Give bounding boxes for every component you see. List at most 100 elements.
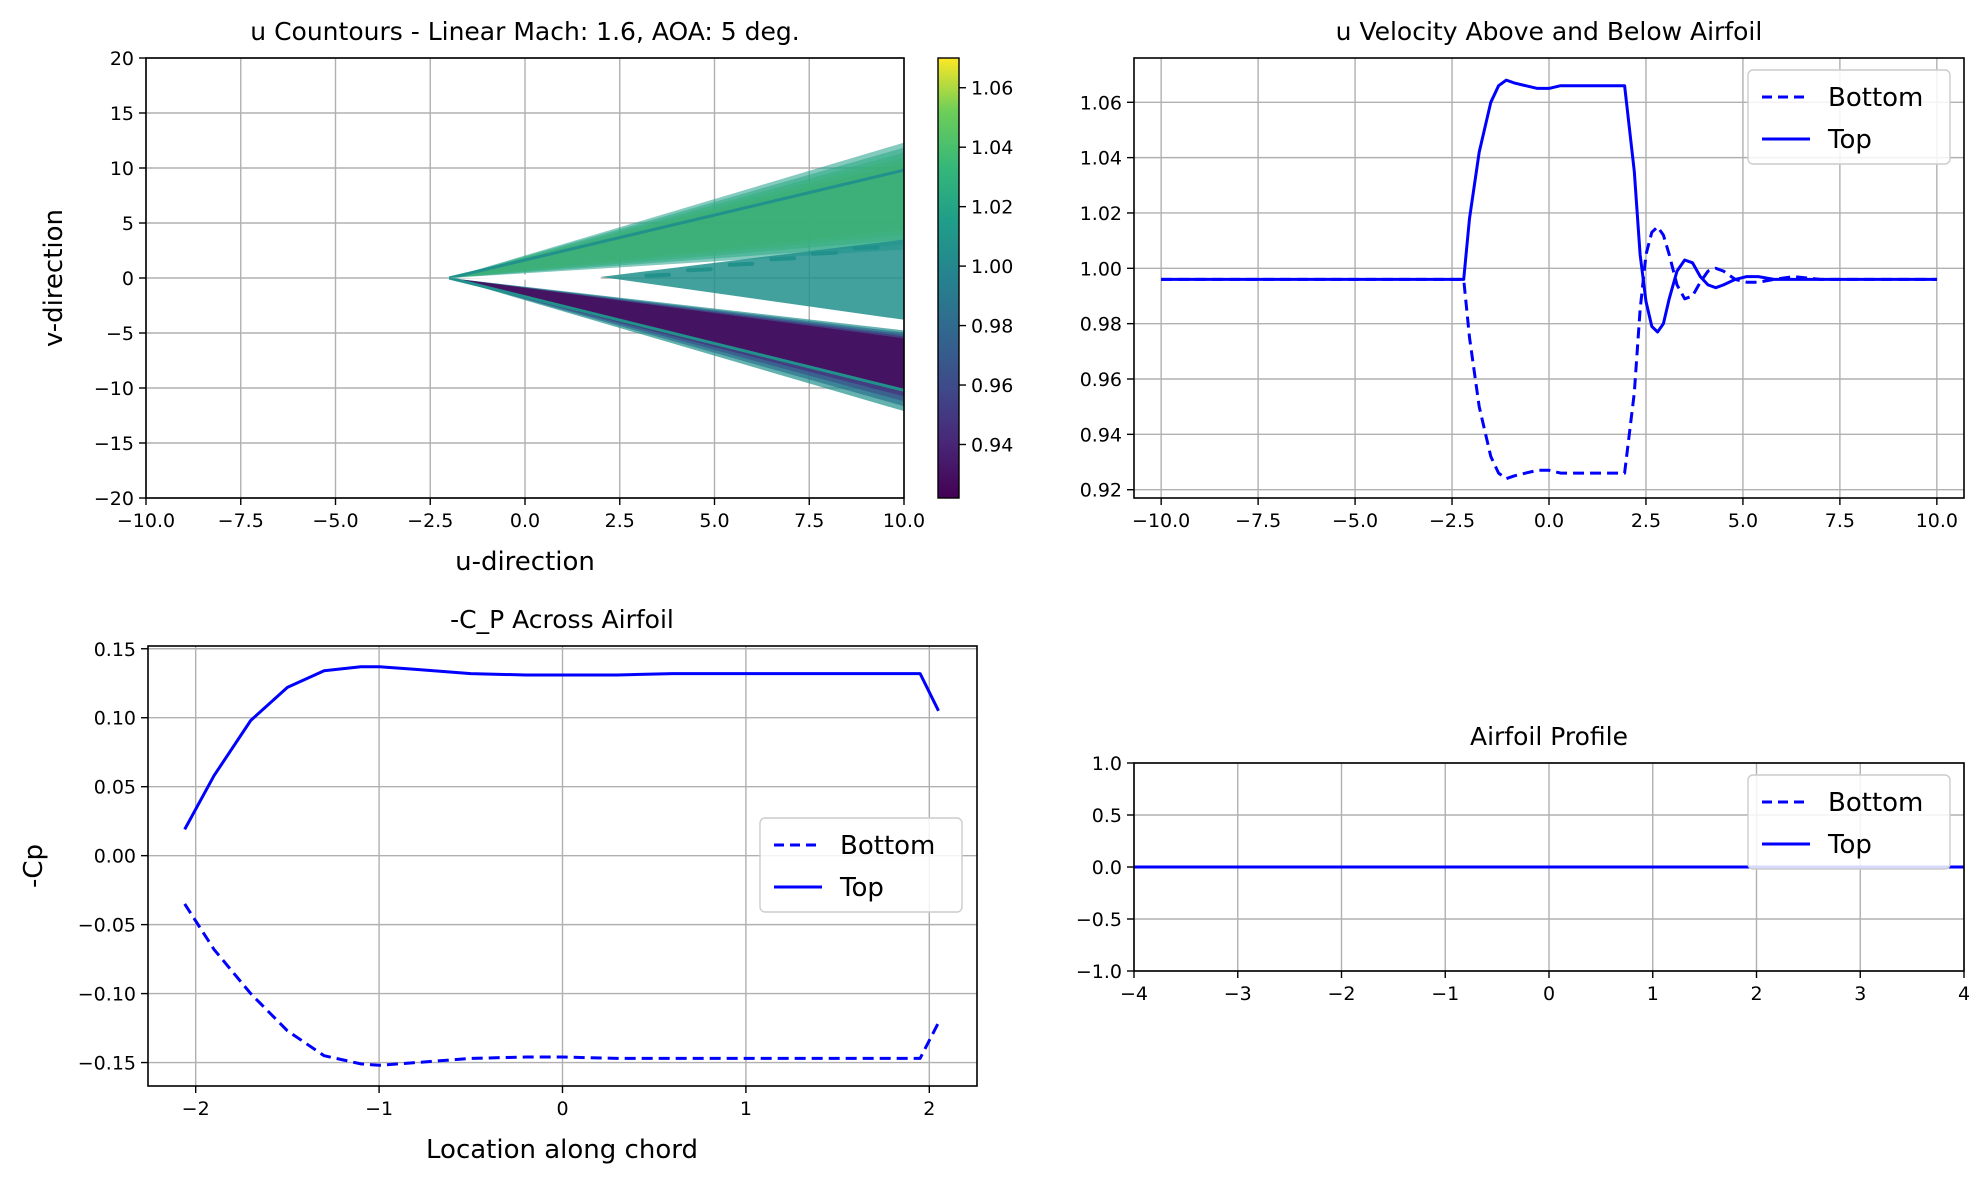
x-tick-label: −3 xyxy=(1224,983,1252,1005)
cp-y-ticks: 0.15 0.10 0.05 0.00 −0.05 −0.10 −0.15 xyxy=(78,639,148,1075)
x-tick-label: 2 xyxy=(923,1098,935,1120)
colorbar-tick-label: 1.00 xyxy=(971,256,1013,278)
profile-x-ticks: −4 −3 −2 −1 0 1 2 3 4 xyxy=(1120,971,1970,1005)
series-line-top xyxy=(183,665,940,831)
contour-wake xyxy=(600,239,904,320)
contour-wake-dash xyxy=(769,256,797,262)
contour-airfoil-gap xyxy=(449,271,601,282)
x-tick-label: 5.0 xyxy=(1728,510,1758,532)
y-tick-label: −0.05 xyxy=(78,915,136,937)
x-tick-label: 2.5 xyxy=(1631,510,1661,532)
x-tick-label: 0.0 xyxy=(1534,510,1564,532)
y-tick-label: −5 xyxy=(106,323,134,345)
y-tick-label: 0 xyxy=(122,268,134,290)
y-tick-label: 15 xyxy=(110,103,134,125)
contour-y-ticks: 20 15 10 5 0 −5 −10 −15 −20 xyxy=(94,48,146,510)
y-tick-label: 1.00 xyxy=(1080,258,1122,280)
series-line-bottom xyxy=(1161,225,1937,481)
x-tick-label: −1 xyxy=(365,1098,393,1120)
x-tick-label: 0 xyxy=(556,1098,568,1120)
x-tick-label: −2.5 xyxy=(407,510,453,532)
x-tick-label: −4 xyxy=(1120,983,1148,1005)
velocity-panel: u Velocity Above and Below Airfoil −10.0… xyxy=(1080,17,1965,532)
legend-top-label: Top xyxy=(839,873,884,903)
y-tick-label: 1.06 xyxy=(1080,92,1122,114)
legend-bottom-label: Bottom xyxy=(840,831,935,861)
y-tick-label: 0.10 xyxy=(94,708,136,730)
velocity-y-ticks: 1.06 1.04 1.02 1.00 0.98 0.96 0.94 0.92 xyxy=(1080,92,1134,502)
x-tick-label: 1 xyxy=(740,1098,752,1120)
y-tick-label: −0.5 xyxy=(1076,909,1122,931)
contour-band-lower xyxy=(449,278,904,407)
colorbar-tick-label: 0.98 xyxy=(971,316,1013,338)
y-tick-label: 5 xyxy=(122,213,134,235)
contour-title: u Countours - Linear Mach: 1.6, AOA: 5 d… xyxy=(250,17,799,46)
cp-panel: -C_P Across Airfoil −2 −1 0 1 2 0.15 0.10 0.05… xyxy=(19,605,978,1165)
cp-x-ticks: −2 −1 0 1 2 xyxy=(182,1086,935,1120)
contour-ylabel: v-direction xyxy=(39,209,69,347)
contour-mach-line xyxy=(448,276,904,392)
contour-wake-dash xyxy=(644,272,672,278)
y-tick-label: −20 xyxy=(94,488,134,510)
legend-bottom-label: Bottom xyxy=(1828,83,1923,113)
x-tick-label: 2.5 xyxy=(605,510,635,532)
profile-title: Airfoil Profile xyxy=(1470,722,1628,751)
x-tick-label: −5.0 xyxy=(312,510,358,532)
cp-ylabel: -Cp xyxy=(19,844,49,888)
y-tick-label: −15 xyxy=(94,433,134,455)
x-tick-label: 0.0 xyxy=(510,510,540,532)
y-tick-label: 0.05 xyxy=(94,777,136,799)
velocity-x-ticks: −10.0 −7.5 −5.0 −2.5 0.0 2.5 5.0 7.5 10.0 xyxy=(1132,498,1958,532)
x-tick-label: −2 xyxy=(182,1098,210,1120)
velocity-title: u Velocity Above and Below Airfoil xyxy=(1336,17,1763,46)
x-tick-label: 7.5 xyxy=(1825,510,1855,532)
x-tick-label: 1 xyxy=(1647,983,1659,1005)
velocity-legend: Bottom Top xyxy=(1747,69,1951,165)
y-tick-label: 0.0 xyxy=(1092,857,1122,879)
x-tick-label: 2 xyxy=(1750,983,1762,1005)
colorbar-tick-label: 0.96 xyxy=(971,375,1013,397)
contour-mach-line xyxy=(448,168,904,280)
cp-title: -C_P Across Airfoil xyxy=(450,605,674,634)
colorbar-tick-label: 1.06 xyxy=(971,78,1013,100)
contour-xlabel: u-direction xyxy=(455,547,595,577)
y-tick-label: 0.96 xyxy=(1080,369,1122,391)
y-tick-label: −1.0 xyxy=(1076,961,1122,983)
cp-xlabel: Location along chord xyxy=(426,1135,698,1165)
x-tick-label: −2.5 xyxy=(1429,510,1475,532)
y-tick-label: 0.00 xyxy=(94,846,136,868)
colorbar-tick-label: 1.04 xyxy=(971,137,1013,159)
y-tick-label: −10 xyxy=(94,378,134,400)
x-tick-label: −7.5 xyxy=(1235,510,1281,532)
x-tick-label: −10.0 xyxy=(1132,510,1190,532)
x-tick-label: 5.0 xyxy=(699,510,729,532)
x-tick-label: −1 xyxy=(1431,983,1459,1005)
contour-band-lower xyxy=(449,278,904,402)
x-tick-label: −2 xyxy=(1327,983,1355,1005)
y-tick-label: 0.98 xyxy=(1080,314,1122,336)
contour-field xyxy=(448,142,904,412)
contour-band-lower xyxy=(449,278,904,412)
y-tick-label: −0.15 xyxy=(78,1053,136,1075)
legend-bottom-label: Bottom xyxy=(1828,788,1923,818)
colorbar-tick-label: 1.02 xyxy=(971,197,1013,219)
contour-band-upper xyxy=(449,142,904,278)
x-tick-label: 10.0 xyxy=(883,510,925,532)
y-tick-label: 10 xyxy=(110,158,134,180)
contour-x-ticks: −10.0 −7.5 −5.0 −2.5 0.0 2.5 5.0 7.5 10.0 xyxy=(117,498,925,532)
x-tick-label: 3 xyxy=(1854,983,1866,1005)
x-tick-label: 4 xyxy=(1958,983,1970,1005)
colorbar-ticks: 1.06 1.04 1.02 1.00 0.98 0.96 0.94 xyxy=(959,78,1013,456)
contour-wake-dash xyxy=(811,250,838,256)
x-tick-label: −7.5 xyxy=(218,510,264,532)
cp-lines xyxy=(183,665,940,1067)
contour-panel: u Countours - Linear Mach: 1.6, AOA: 5 d… xyxy=(39,17,925,577)
y-tick-label: 0.5 xyxy=(1092,805,1122,827)
y-tick-label: 1.0 xyxy=(1092,753,1122,775)
profile-legend: Bottom Top xyxy=(1747,774,1951,870)
colorbar-tick-label: 0.94 xyxy=(971,434,1013,456)
series-line-top xyxy=(1161,78,1937,334)
cp-grid xyxy=(148,646,977,1086)
y-tick-label: 0.15 xyxy=(94,639,136,661)
